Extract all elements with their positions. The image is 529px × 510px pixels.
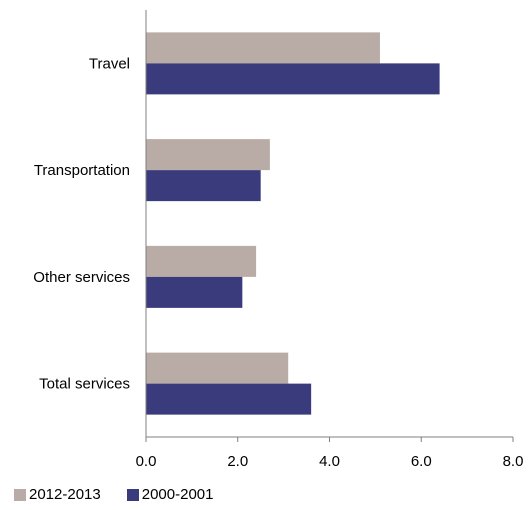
bar-travel-2000-2001	[146, 63, 440, 95]
bar-transportation-2000-2001	[146, 170, 261, 202]
category-labels: Travel Transportation Other services Total …	[33, 55, 130, 392]
bar-total-services-2012-2013	[146, 352, 289, 384]
x-tick-labels: 0.0 2.0 4.0 6.0 8.0	[136, 453, 524, 470]
bar-travel-2012-2013	[146, 32, 380, 64]
x-tick-label: 2.0	[227, 453, 248, 470]
x-tick-label: 4.0	[319, 453, 340, 470]
category-label-total-services: Total services	[39, 376, 130, 393]
bar-total-services-2000-2001	[146, 383, 312, 415]
legend-label-series-1: 2012-2013	[29, 486, 101, 503]
legend-item-series-1: 2012-2013	[14, 486, 101, 503]
bars-group	[146, 32, 440, 415]
category-label-travel: Travel	[89, 55, 130, 72]
x-tick-marks	[145, 437, 514, 442]
bar-other-services-2000-2001	[146, 276, 243, 308]
bar-chart: Travel Transportation Other services Total …	[33, 10, 524, 470]
legend: 2012-2013 2000-2001	[14, 486, 239, 503]
x-tick-label: 8.0	[503, 453, 524, 470]
legend-item-series-2: 2000-2001	[126, 486, 214, 503]
category-label-transportation: Transportation	[34, 162, 130, 179]
bar-transportation-2012-2013	[146, 139, 270, 171]
x-tick-label: 0.0	[136, 453, 157, 470]
legend-swatch-series-1	[14, 488, 26, 501]
bar-other-services-2012-2013	[146, 245, 257, 277]
legend-swatch-series-2	[126, 488, 139, 501]
category-label-other-services: Other services	[33, 269, 130, 286]
legend-label-series-2: 2000-2001	[141, 486, 214, 503]
x-tick-label: 6.0	[411, 453, 432, 470]
